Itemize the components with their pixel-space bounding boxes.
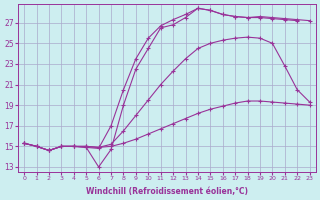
X-axis label: Windchill (Refroidissement éolien,°C): Windchill (Refroidissement éolien,°C)	[86, 187, 248, 196]
